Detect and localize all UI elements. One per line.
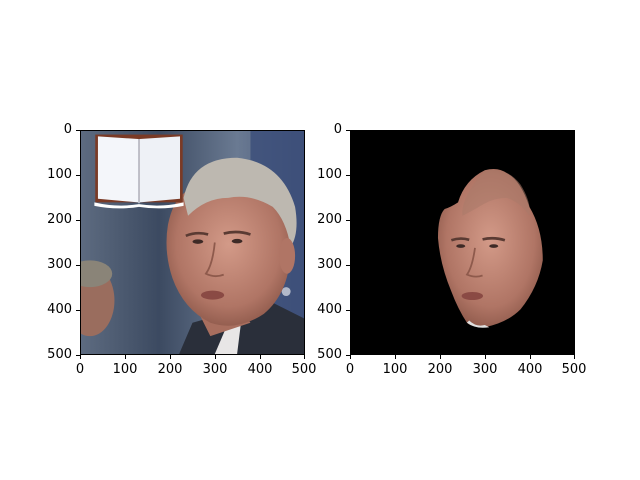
right-xtick-label: 400 [517,362,543,377]
left-ytick-label: 0 [63,122,72,137]
right-ytick-label: 200 [317,212,342,227]
original-image-panel [80,130,305,355]
right-xtick-label: 300 [472,362,498,377]
left-xtick-label: 0 [75,362,85,377]
right-ytick-label: 400 [317,302,342,317]
right-xtick-label: 500 [561,362,587,377]
left-ytick-label: 500 [47,347,72,362]
left-xtick-label: 300 [202,362,228,377]
right-xtick-label: 100 [382,362,408,377]
left-xtick-label: 500 [291,362,317,377]
segmented-face-panel [350,130,575,355]
right-xtick-label: 0 [345,362,355,377]
left-xtick-label: 400 [247,362,273,377]
original-photo [81,131,304,354]
left-ytick-label: 100 [47,167,72,182]
segmented-face-image [351,131,574,354]
right-xtick-label: 200 [427,362,453,377]
open-book-icon [94,134,184,209]
left-xtick-label: 200 [157,362,183,377]
left-ytick-label: 300 [47,257,72,272]
right-ytick-label: 300 [317,257,342,272]
right-ytick-label: 0 [333,122,342,137]
left-xtick-label: 100 [112,362,138,377]
right-ytick-label: 500 [317,347,342,362]
right-ytick-label: 100 [317,167,342,182]
left-ytick-label: 400 [47,302,72,317]
left-ytick-label: 200 [47,212,72,227]
